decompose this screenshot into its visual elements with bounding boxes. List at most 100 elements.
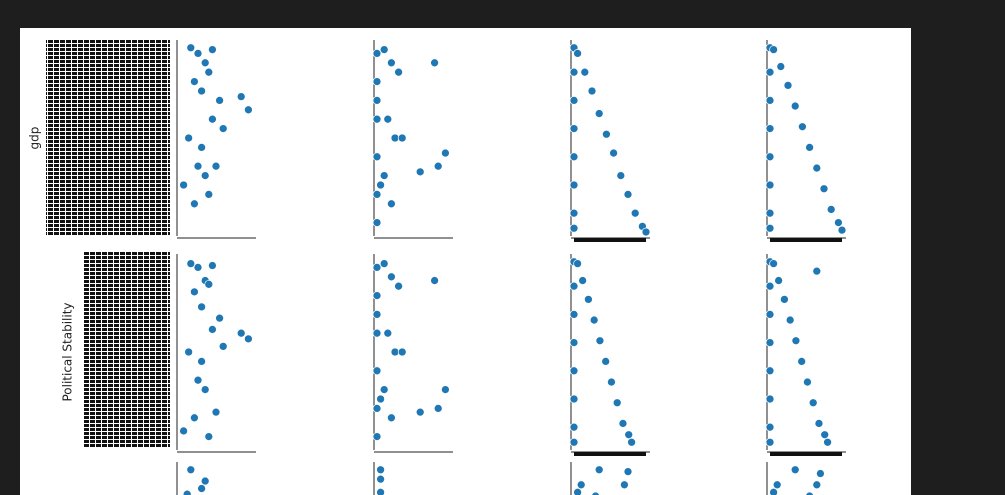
scatter-point: [372, 96, 382, 105]
scatter-point: [208, 325, 217, 334]
scatter-point: [379, 259, 389, 268]
scatter-point: [211, 407, 221, 417]
scatter-point: [591, 491, 600, 495]
scatter-point: [372, 404, 382, 413]
scatter-point: [641, 227, 651, 237]
scatter-point: [372, 432, 382, 441]
scatter-point: [765, 180, 775, 190]
scatter-point: [602, 129, 611, 139]
scatter-point: [624, 430, 634, 440]
scatter-point: [218, 124, 228, 133]
x-tick-smear: [770, 452, 842, 456]
scatter-point: [616, 171, 626, 180]
scatter-point: [186, 465, 196, 475]
y-axis-label: Political Stability: [61, 302, 75, 401]
scatter-point: [769, 487, 778, 495]
scatter-point: [430, 276, 439, 285]
scatter-point: [372, 218, 382, 227]
scatter-point: [190, 287, 199, 297]
scatter-point: [765, 437, 775, 447]
scatter-point: [193, 375, 203, 385]
scatter-point: [433, 404, 443, 413]
scatter-point: [390, 133, 400, 143]
scatter-point: [390, 347, 400, 357]
scatter-point: [372, 152, 382, 162]
scatter-point: [379, 385, 389, 394]
scatter-point: [208, 261, 217, 270]
scatter-point: [797, 357, 807, 366]
scatter-point: [569, 208, 579, 218]
scatter-point: [812, 163, 822, 173]
scatter-point: [441, 148, 450, 158]
scatter-point: [569, 281, 579, 291]
scatter-point: [376, 394, 385, 404]
scatter-point: [372, 190, 382, 199]
scatter-point: [805, 491, 814, 495]
scatter-point: [236, 328, 246, 338]
scatter-point: [620, 480, 629, 490]
scatter-point: [816, 469, 825, 478]
scatter-point: [397, 133, 407, 143]
scatter-point: [774, 276, 783, 285]
scatter-point: [569, 152, 579, 162]
scatter-point: [785, 315, 795, 325]
scatter-point: [601, 357, 611, 366]
x-tick-smear: [574, 452, 646, 456]
scatter-point: [805, 143, 814, 152]
scatter-point: [376, 180, 385, 190]
scatter-point: [193, 49, 203, 58]
scatter-point: [179, 426, 188, 436]
scatter-point: [569, 394, 579, 404]
scatter-point: [790, 101, 800, 111]
scatter-point: [372, 77, 382, 86]
scatter-point: [387, 413, 396, 423]
scatter-point: [441, 385, 450, 394]
scatter-point: [607, 377, 616, 387]
scatter-point: [190, 199, 199, 209]
scatter-point: [394, 281, 403, 291]
scatter-point: [783, 81, 793, 90]
scatter-point: [812, 480, 822, 490]
scatter-point: [814, 419, 824, 428]
scatter-point: [208, 114, 217, 124]
scatter-point: [569, 366, 579, 376]
scatter-point: [573, 259, 582, 268]
scatter-point: [765, 67, 775, 77]
scatter-point: [808, 398, 818, 408]
scatter-point: [200, 171, 210, 180]
scatter-point: [569, 310, 579, 319]
scatter-point: [376, 474, 385, 484]
scatter-point: [589, 315, 599, 325]
scatter-point: [190, 77, 199, 86]
scatter-point: [569, 180, 579, 190]
scatter-point: [569, 338, 579, 347]
scatter-point: [197, 302, 206, 312]
scatter-point: [580, 67, 590, 77]
scatter-point: [379, 45, 389, 54]
scatter-point: [569, 124, 579, 133]
scatter-point: [372, 310, 382, 319]
scatter-point: [204, 190, 214, 199]
scatter-point: [765, 208, 775, 218]
scatter-point: [823, 437, 832, 447]
scatter-point: [819, 184, 829, 194]
scatter-point: [186, 259, 196, 268]
scatter-point: [780, 295, 789, 304]
scatter-point: [609, 148, 618, 158]
scatter-point: [594, 109, 604, 118]
scatter-point: [765, 124, 775, 133]
scatter-point: [200, 385, 210, 394]
scatter-point: [397, 347, 407, 357]
scatter-point: [790, 465, 800, 475]
scatter-point: [837, 225, 847, 235]
scatter-point: [387, 58, 396, 68]
scatter-point: [182, 489, 192, 495]
scatter-point: [769, 45, 778, 54]
scatter-point: [623, 190, 633, 199]
scatter-point: [798, 122, 807, 132]
scatter-point: [197, 357, 206, 366]
scatter-point: [184, 347, 193, 357]
scatter-point: [372, 328, 382, 338]
scatter-point: [765, 223, 775, 233]
